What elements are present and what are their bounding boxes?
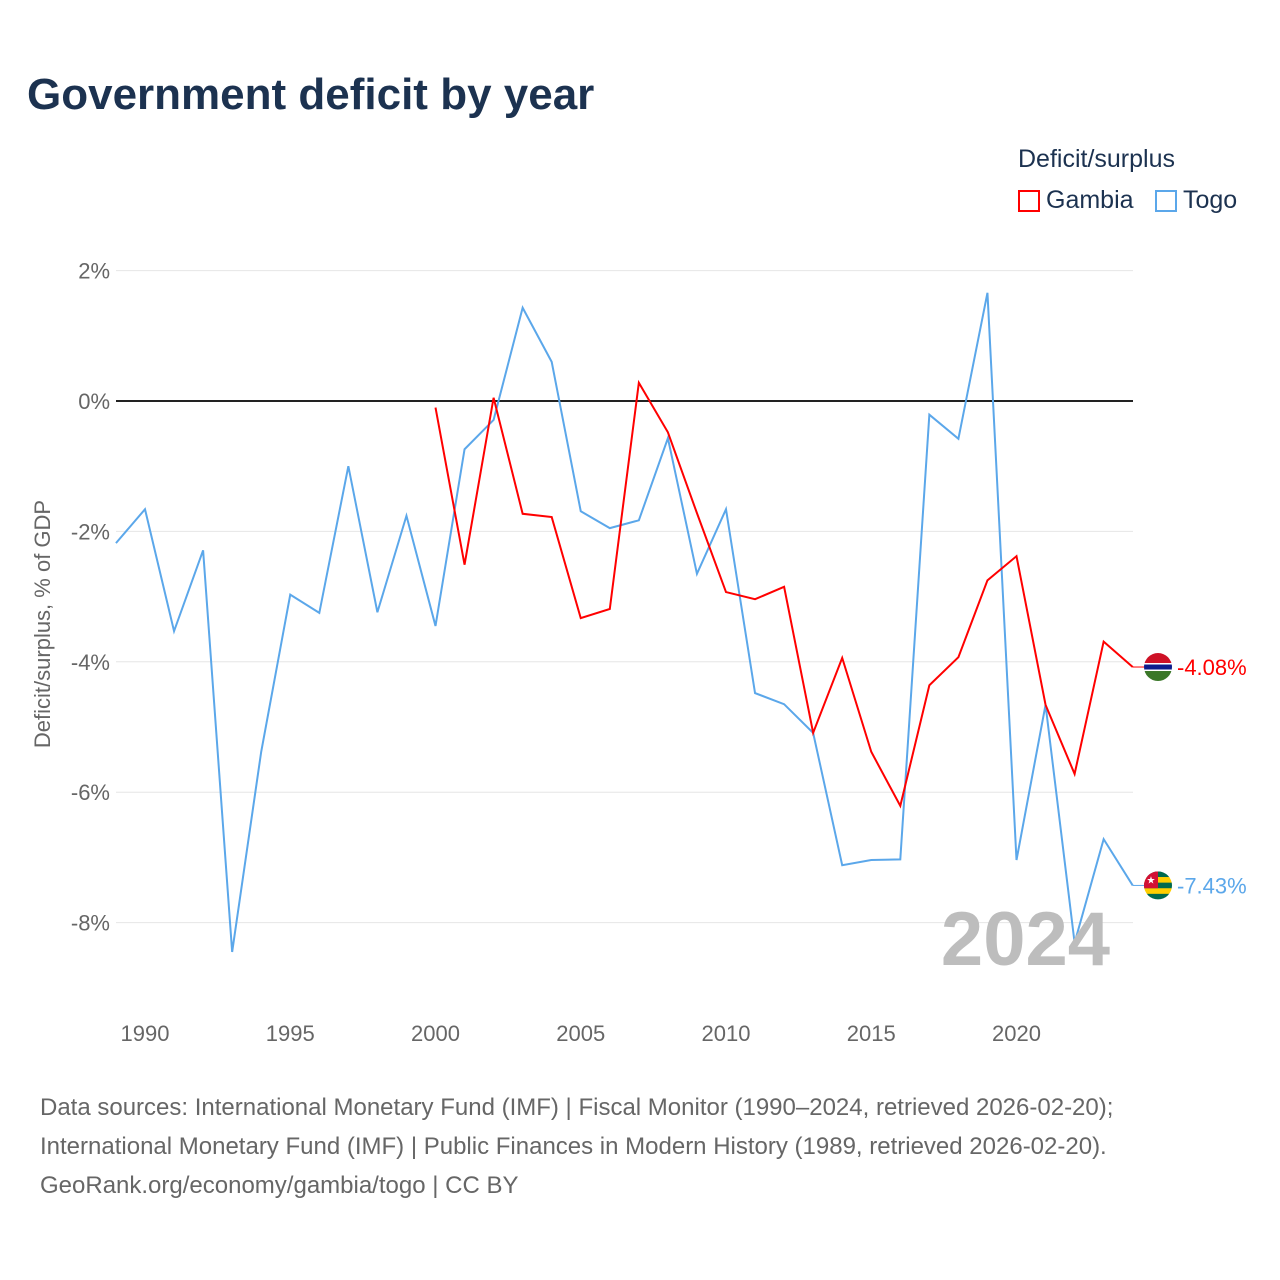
chart-title: Government deficit by year bbox=[27, 70, 595, 119]
end-value-label: -4.08% bbox=[1177, 655, 1247, 680]
svg-text:★: ★ bbox=[1147, 875, 1156, 886]
end-value-label: -7.43% bbox=[1177, 873, 1247, 898]
legend-swatch bbox=[1018, 189, 1040, 212]
x-tick-label: 2005 bbox=[556, 1021, 605, 1046]
year-watermark: 2024 bbox=[941, 897, 1110, 982]
y-tick-label: -2% bbox=[71, 519, 110, 544]
y-tick-label: -8% bbox=[71, 911, 110, 936]
y-axis-label: Deficit/surplus, % of GDP bbox=[30, 500, 55, 748]
y-tick-label: -6% bbox=[71, 780, 110, 805]
legend-swatch bbox=[1155, 189, 1177, 212]
source-line: Data sources: International Monetary Fun… bbox=[40, 1094, 1114, 1121]
series-line-togo bbox=[115, 292, 1134, 953]
sources: Data sources: International Monetary Fun… bbox=[40, 1088, 1113, 1205]
series-line-gambia bbox=[434, 379, 1134, 809]
y-tick-label: 2% bbox=[78, 259, 110, 284]
x-tick-label: 2020 bbox=[992, 1021, 1041, 1046]
plot-area: 2% 0% -2% -4% -6% -8% 1990 1995 2000 2005 2010 2015… bbox=[30, 259, 1247, 1046]
source-line: International Monetary Fund (IMF) | Publ… bbox=[40, 1133, 1107, 1160]
x-tick-label: 1990 bbox=[121, 1021, 170, 1046]
gambia-flag-icon bbox=[1144, 653, 1172, 682]
x-tick-label: 2010 bbox=[702, 1021, 751, 1046]
legend-title: Deficit/surplus bbox=[1018, 145, 1175, 173]
legend-label: Togo bbox=[1183, 186, 1238, 214]
y-tick-label: -4% bbox=[71, 650, 110, 675]
x-tick-label: 2015 bbox=[847, 1021, 896, 1046]
x-tick-label: 2000 bbox=[411, 1021, 460, 1046]
legend-label: Gambia bbox=[1046, 186, 1134, 214]
legend-item-togo[interactable]: Togo bbox=[1155, 186, 1237, 215]
legend-item-gambia[interactable]: Gambia bbox=[1018, 186, 1134, 215]
y-tick-label: 0% bbox=[78, 389, 110, 414]
source-link[interactable]: GeoRank.org/economy/gambia/togo | CC BY bbox=[40, 1172, 519, 1199]
togo-flag-icon: ★ bbox=[1144, 871, 1172, 900]
x-tick-label: 1995 bbox=[266, 1021, 315, 1046]
